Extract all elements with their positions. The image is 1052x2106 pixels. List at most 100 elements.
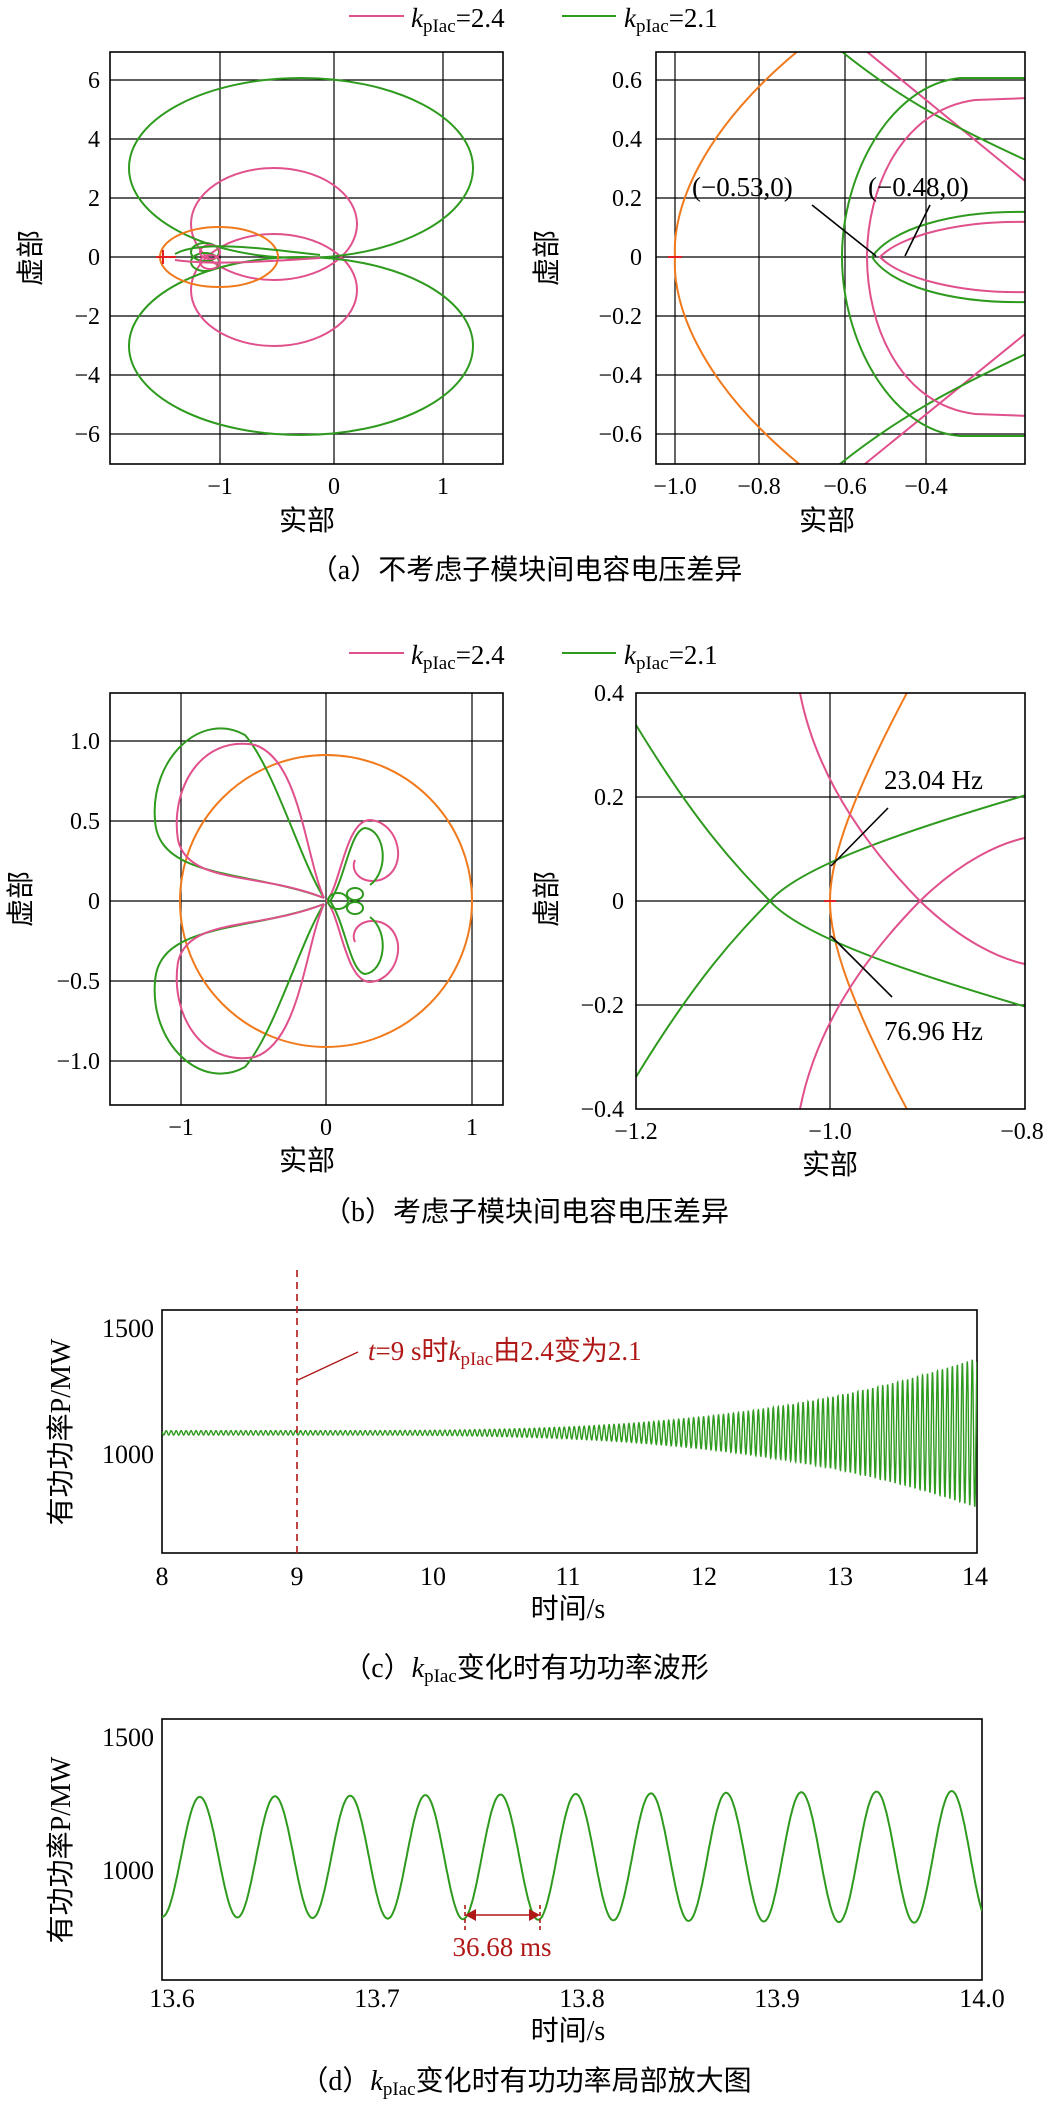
svg-text:8: 8	[156, 1562, 169, 1591]
a-right-annotation-2: (−0.48,0)	[868, 172, 969, 202]
panel-c-frame	[161, 1309, 978, 1554]
b-right-pink-2	[799, 836, 1025, 1109]
panel-b-left-grid	[110, 693, 503, 1105]
svg-text:0: 0	[630, 245, 642, 271]
svg-text:4: 4	[88, 127, 100, 153]
svg-text:0.4: 0.4	[612, 127, 642, 153]
svg-text:1500: 1500	[102, 1314, 154, 1343]
svg-text:0: 0	[88, 245, 100, 271]
svg-text:10: 10	[420, 1562, 446, 1591]
legend-a: kpIac=2.4 kpIac=2.1	[349, 3, 718, 37]
b-left-green-right-lower	[329, 900, 384, 976]
svg-text:0.2: 0.2	[612, 186, 642, 212]
b-left-pink-upper	[175, 742, 325, 899]
svg-text:0.2: 0.2	[594, 785, 624, 811]
panel-a-left-frame	[109, 51, 504, 465]
svg-text:−1.0: −1.0	[653, 474, 697, 500]
b-left-green-small-1	[346, 887, 364, 901]
d-period-marker	[464, 1905, 541, 1930]
svg-text:9: 9	[291, 1562, 304, 1591]
panel-b-left-frame	[109, 692, 504, 1106]
d-period-label: 36.68 ms	[452, 1932, 551, 1962]
panel-b-right-ytick-labels: 0.4 0.2 0 −0.2 −0.4	[580, 681, 624, 1123]
svg-text:1.0: 1.0	[70, 729, 100, 755]
b-left-green-upper	[153, 727, 325, 899]
svg-text:1000: 1000	[102, 1440, 154, 1469]
svg-text:13.9: 13.9	[754, 1984, 800, 2013]
c-event-leader	[297, 1351, 359, 1381]
panel-c: t=9 s时kpIac由2.4变为2.1 1500 1000 8 9 10 11…	[45, 1270, 988, 1625]
b-left-green-right-upper	[329, 826, 384, 902]
a-left-pink-upper	[190, 167, 358, 281]
panel-d-ytick-labels: 1500 1000	[102, 1723, 154, 1885]
panel-a-left-xlabel: 实部	[279, 505, 335, 537]
svg-text:13.8: 13.8	[559, 1984, 605, 2013]
svg-text:−1: −1	[207, 474, 233, 500]
panel-b-left-xtick-labels: −1 0 1	[168, 1115, 478, 1141]
b-right-leader-1	[830, 807, 889, 867]
a-left-green-upper	[128, 77, 474, 259]
b-left-pink-lower	[175, 903, 325, 1060]
a-right-green-loop	[840, 77, 1025, 437]
svg-text:−0.2: −0.2	[580, 993, 624, 1019]
a-left-pink-small-1	[199, 244, 221, 260]
panel-a-left-xtick-labels: −1 0 1	[207, 474, 449, 500]
svg-text:−1: −1	[168, 1115, 194, 1141]
panel-a-right-xtick-labels: −1.0 −0.8 −0.6 −0.4	[653, 474, 948, 500]
panel-b-right-frame	[635, 692, 1026, 1110]
a-right-pink-loop	[865, 97, 1025, 417]
panel-a-left: 6 4 2 0 −2 −4 −6 −1 0 1 实部 虚部	[15, 51, 504, 537]
panel-a-left-ytick-labels: 6 4 2 0 −2 −4 −6	[74, 68, 100, 448]
b-left-pink-right-lower	[325, 900, 399, 984]
svg-text:0: 0	[320, 1115, 332, 1141]
caption-d: （d）kpIac变化时有功功率局部放大图	[300, 2065, 751, 2100]
svg-text:13.7: 13.7	[354, 1984, 400, 2013]
svg-text:−0.6: −0.6	[598, 422, 642, 448]
panel-a-right: (−0.53,0) (−0.48,0) 0.6 0.4 0.2 0 −0.2 −…	[531, 51, 1026, 537]
panel-b-right-xtick-labels: −1.2 −1.0 −0.8	[614, 1119, 1044, 1145]
panel-b-left: 1.0 0.5 0 −0.5 −1.0 −1 0 1 实部 虚部	[5, 692, 504, 1177]
b-left-green-lower	[153, 903, 325, 1075]
svg-text:13.6: 13.6	[149, 1984, 195, 2013]
a-right-leader-1	[811, 204, 877, 257]
svg-text:−0.4: −0.4	[598, 363, 642, 389]
caption-c: （c）kpIac变化时有功功率波形	[343, 1652, 709, 1687]
panel-c-ytick-labels: 1500 1000	[102, 1314, 154, 1469]
svg-text:0.6: 0.6	[612, 68, 642, 94]
svg-text:14: 14	[962, 1562, 988, 1591]
svg-text:−4: −4	[74, 363, 100, 389]
panel-a-right-grid	[656, 52, 1025, 464]
b-left-green-small-2	[346, 901, 364, 915]
a-right-pink-lower	[863, 332, 1025, 464]
svg-text:13: 13	[827, 1562, 853, 1591]
panel-d-frame	[161, 1718, 983, 1981]
panel-d: 36.68 ms 1500 1000 13.6 13.7 13.8 13.9 1…	[45, 1718, 1005, 2047]
svg-text:0.5: 0.5	[70, 809, 100, 835]
a-right-annotation-1: (−0.53,0)	[692, 172, 793, 202]
legend-a-green-label: kpIac=2.1	[624, 3, 718, 37]
b-right-annotation-1: 23.04 Hz	[884, 765, 983, 795]
svg-text:2: 2	[88, 186, 100, 212]
svg-text:0: 0	[328, 474, 340, 500]
c-event-label: t=9 s时kpIac由2.4变为2.1	[368, 1336, 642, 1370]
svg-text:0: 0	[88, 889, 100, 915]
panel-a-right-frame	[655, 51, 1026, 465]
a-left-pink-lower	[190, 233, 358, 347]
svg-text:0: 0	[612, 889, 624, 915]
legend-a-pink-label: kpIac=2.4	[411, 3, 505, 37]
svg-text:−0.8: −0.8	[737, 474, 781, 500]
svg-text:−1.0: −1.0	[808, 1119, 852, 1145]
panel-c-ylabel: 有功功率P/MW	[45, 1338, 77, 1525]
legend-b-green-label: kpIac=2.1	[624, 640, 718, 674]
svg-text:−0.4: −0.4	[904, 474, 948, 500]
panel-a-left-ylabel: 虚部	[15, 230, 47, 286]
svg-text:1000: 1000	[102, 1856, 154, 1885]
a-right-green-inner	[870, 210, 1025, 304]
svg-text:−1.2: −1.2	[614, 1119, 658, 1145]
b-left-orange-circle	[179, 754, 473, 1048]
svg-text:−2: −2	[74, 304, 100, 330]
panel-b-right: 23.04 Hz 76.96 Hz 0.4 0.2 0 −0.2 −0.4 −1…	[531, 681, 1044, 1181]
panel-a-right-ytick-labels: 0.6 0.4 0.2 0 −0.2 −0.4 −0.6	[598, 68, 642, 448]
svg-text:12: 12	[691, 1562, 717, 1591]
panel-d-ylabel: 有功功率P/MW	[45, 1756, 77, 1943]
